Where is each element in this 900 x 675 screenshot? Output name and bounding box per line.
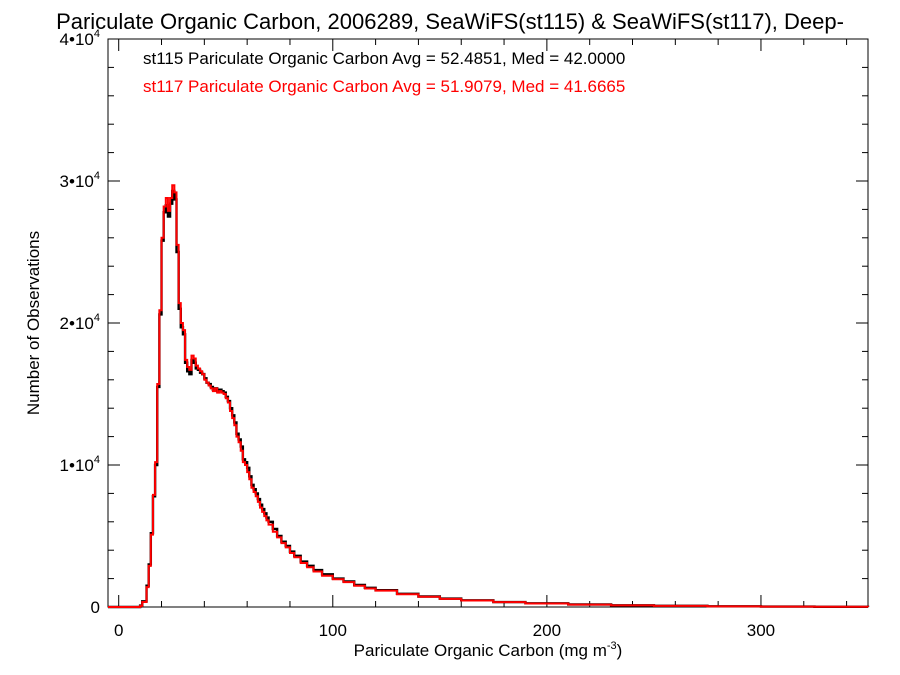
y-tick-label: 4•104 [60, 28, 100, 49]
chart-title: Pariculate Organic Carbon, 2006289, SeaW… [56, 9, 844, 34]
y-tick-label: 1•104 [60, 454, 100, 475]
x-tick-label: 0 [114, 621, 123, 640]
stat-annotation-st117: st117 Pariculate Organic Carbon Avg = 51… [143, 77, 625, 96]
axis-ticks [108, 38, 868, 608]
plot-frame [107, 38, 869, 608]
y-tick-label: 0 [91, 598, 100, 617]
series-st117-line [108, 184, 869, 608]
stat-annotation-st115: st115 Pariculate Organic Carbon Avg = 52… [143, 49, 625, 68]
y-tick-labels: 0 1•104 2•104 3•104 4•104 [60, 28, 100, 617]
x-axis-label-text: Pariculate Organic Carbon (mg m [354, 641, 607, 660]
y-axis-label: Number of Observations [24, 231, 43, 415]
x-tick-label: 100 [319, 621, 347, 640]
x-tick-label: 200 [533, 621, 561, 640]
y-tick-label: 3•104 [60, 170, 100, 191]
x-axis-label-close: ) [617, 641, 623, 660]
x-tick-label: 300 [747, 621, 775, 640]
x-axis-label-superscript: -3 [607, 640, 617, 652]
y-tick-label: 2•104 [60, 312, 100, 333]
series-lines [108, 184, 870, 609]
x-tick-labels: 0 100 200 300 [114, 621, 775, 640]
x-axis-label: Pariculate Organic Carbon (mg m-3) [354, 640, 623, 660]
series-st115-line [108, 189, 870, 609]
